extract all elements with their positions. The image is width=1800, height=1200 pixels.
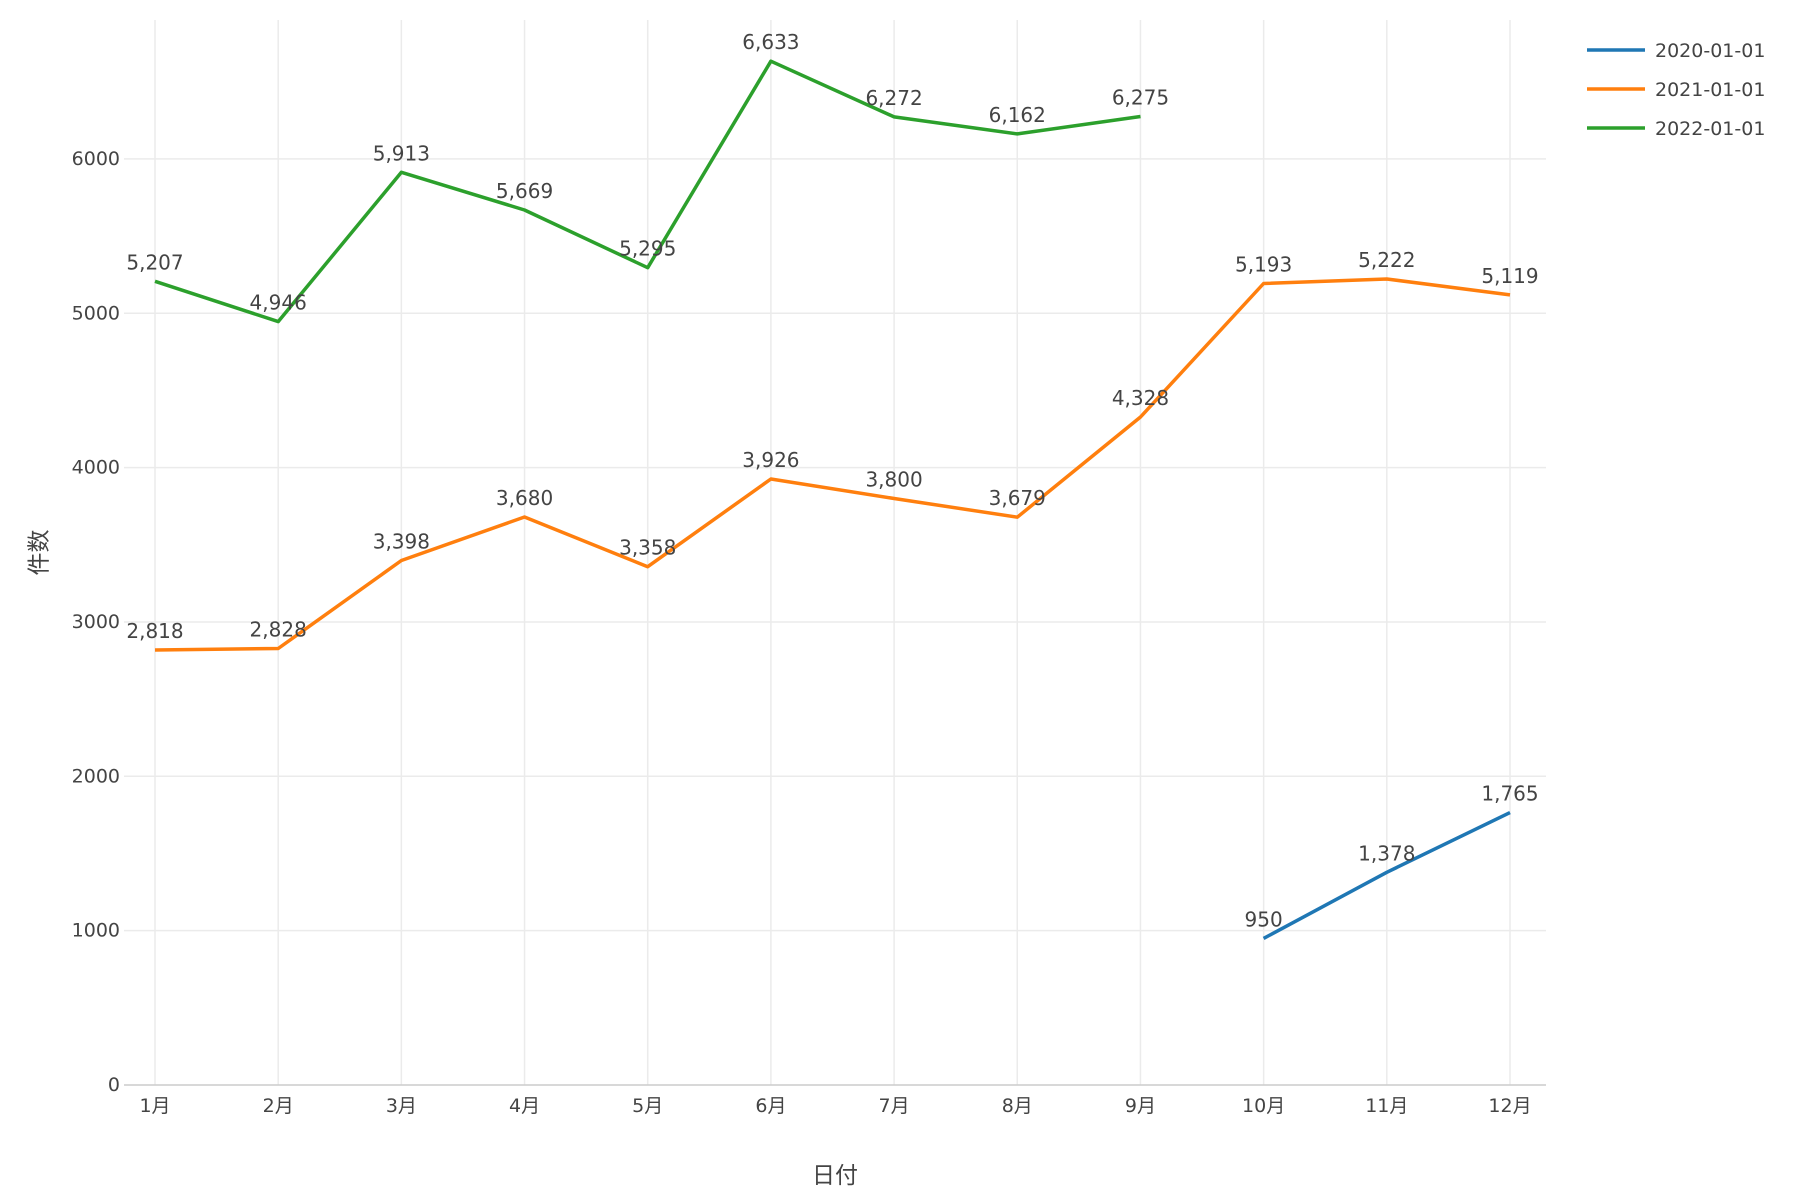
x-axis-ticks: 1月 2月 3月 4月 5月 6月 7月 8月 9月 10月 11月 12月 <box>139 1095 1531 1117</box>
y-axis-title: 件数 <box>27 530 53 576</box>
x-tick-label: 5月 <box>632 1095 663 1117</box>
data-labels: 950 1,378 1,765 2,818 2,828 3,398 3,680 3,358 3,… <box>126 30 1538 931</box>
data-label: 950 <box>1245 907 1283 931</box>
data-label: 5,669 <box>496 179 553 203</box>
legend-label: 2020-01-01 <box>1655 40 1765 62</box>
y-tick-label: 4000 <box>72 457 120 479</box>
y-tick-label: 6000 <box>72 148 120 170</box>
data-label: 5,119 <box>1481 264 1538 288</box>
series-layer <box>154 59 1511 940</box>
data-label: 4,328 <box>1112 386 1169 410</box>
data-label: 3,800 <box>865 467 922 491</box>
x-tick-label: 12月 <box>1488 1095 1531 1117</box>
data-label: 1,378 <box>1358 841 1415 865</box>
data-label: 6,162 <box>989 103 1046 127</box>
x-tick-label: 8月 <box>1002 1095 1033 1117</box>
data-label: 3,398 <box>373 530 430 554</box>
x-tick-label: 9月 <box>1125 1095 1156 1117</box>
y-axis-ticks: 0 1000 2000 3000 4000 5000 6000 <box>72 148 120 1096</box>
series-line-2021-01-01 <box>154 277 1511 652</box>
y-tick-label: 0 <box>108 1074 120 1096</box>
data-label: 5,913 <box>373 141 430 165</box>
x-tick-label: 2月 <box>263 1095 294 1117</box>
x-tick-label: 6月 <box>755 1095 786 1117</box>
data-label: 1,765 <box>1481 782 1538 806</box>
data-label: 3,680 <box>496 486 553 510</box>
data-label: 3,926 <box>742 448 799 472</box>
data-label: 3,679 <box>989 486 1046 510</box>
data-label: 5,207 <box>126 250 183 274</box>
x-axis-title: 日付 <box>812 1163 858 1189</box>
y-tick-label: 5000 <box>72 302 120 324</box>
y-tick-label: 2000 <box>72 765 120 787</box>
x-tick-label: 1月 <box>139 1095 170 1117</box>
vertical-gridlines <box>154 20 1511 1085</box>
horizontal-gridlines <box>124 158 1546 932</box>
data-label: 3,358 <box>619 536 676 560</box>
data-label: 6,272 <box>865 86 922 110</box>
x-tick-label: 11月 <box>1365 1095 1408 1117</box>
x-tick-label: 10月 <box>1242 1095 1285 1117</box>
data-label: 5,295 <box>619 237 676 261</box>
data-label: 5,222 <box>1358 248 1415 272</box>
y-tick-label: 1000 <box>72 920 120 942</box>
data-label: 4,946 <box>250 291 307 315</box>
x-tick-label: 3月 <box>386 1095 417 1117</box>
data-label: 2,828 <box>250 618 307 642</box>
legend: 2020-01-01 2021-01-01 2022-01-01 <box>1587 40 1765 140</box>
x-tick-label: 7月 <box>879 1095 910 1117</box>
data-label: 2,818 <box>126 619 183 643</box>
data-label: 6,275 <box>1112 85 1169 109</box>
legend-label: 2022-01-01 <box>1655 118 1765 140</box>
legend-label: 2021-01-01 <box>1655 79 1765 101</box>
data-label: 5,193 <box>1235 252 1292 276</box>
y-tick-label: 3000 <box>72 611 120 633</box>
x-tick-label: 4月 <box>509 1095 540 1117</box>
data-label: 6,633 <box>742 30 799 54</box>
